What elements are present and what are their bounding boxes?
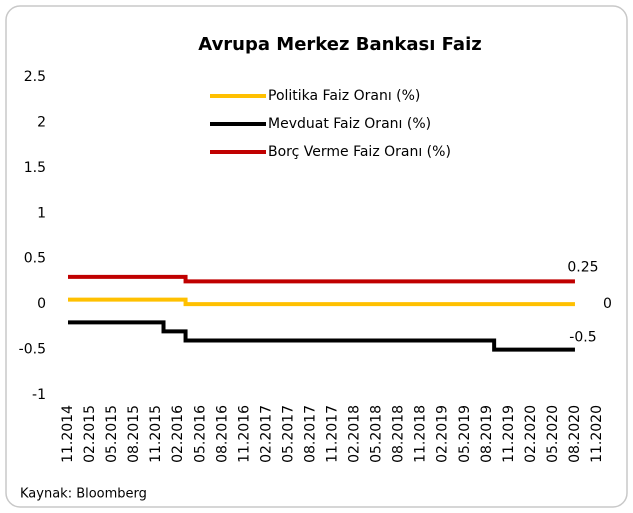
data-label: 0.25 [567, 259, 598, 275]
y-tick-label: 2.5 [24, 69, 46, 85]
y-tick-label: 0 [37, 296, 46, 312]
x-tick-label: 02.2015 [82, 405, 98, 463]
x-tick-label: 02.2020 [523, 405, 539, 463]
x-tick-label: 08.2019 [479, 405, 495, 463]
x-tick-label: 02.2017 [258, 405, 274, 463]
source-note: Kaynak: Bloomberg [20, 487, 147, 502]
data-label: -0.5 [569, 330, 596, 346]
legend-label: Borç Verme Faiz Oranı (%) [268, 144, 451, 160]
x-tick-label: 08.2016 [214, 405, 230, 463]
x-tick-label: 11.2014 [60, 405, 76, 463]
x-tick-label: 05.2015 [104, 405, 120, 463]
y-tick-label: -0.5 [19, 342, 46, 358]
x-tick-label: 05.2018 [369, 405, 385, 463]
series-line [68, 274, 575, 284]
x-tick-label: 05.2020 [545, 405, 561, 463]
x-tick-label: 02.2016 [170, 405, 186, 463]
chart-frame [5, 5, 628, 508]
y-tick-label: 0.5 [24, 251, 46, 267]
x-tick-label: 11.2019 [501, 405, 517, 463]
x-tick-label: 11.2018 [413, 405, 429, 463]
x-tick-label: 08.2017 [302, 405, 318, 463]
x-tick-label: 11.2020 [589, 405, 605, 463]
x-tick-label: 11.2015 [148, 405, 164, 463]
legend-label: Mevduat Faiz Oranı (%) [268, 116, 431, 132]
y-tick-label: -1 [32, 387, 46, 403]
series-line [68, 320, 575, 352]
x-tick-label: 11.2017 [325, 405, 341, 463]
data-label: 0 [603, 296, 612, 312]
x-tick-label: 02.2018 [347, 405, 363, 463]
series-line [68, 297, 575, 307]
x-tick-label: 05.2017 [280, 405, 296, 463]
x-tick-label: 11.2016 [236, 405, 252, 463]
x-tick-label: 08.2020 [567, 405, 583, 463]
x-tick-label: 02.2019 [435, 405, 451, 463]
legend-label: Politika Faiz Oranı (%) [268, 88, 420, 104]
x-tick-label: 05.2019 [457, 405, 473, 463]
x-tick-label: 05.2016 [192, 405, 208, 463]
x-tick-label: 08.2015 [126, 405, 142, 463]
chart-title: Avrupa Merkez Bankası Faiz [198, 34, 481, 55]
y-tick-label: 1 [37, 205, 46, 221]
y-tick-label: 1.5 [24, 160, 46, 176]
x-tick-label: 08.2018 [391, 405, 407, 463]
y-tick-label: 2 [37, 114, 46, 130]
